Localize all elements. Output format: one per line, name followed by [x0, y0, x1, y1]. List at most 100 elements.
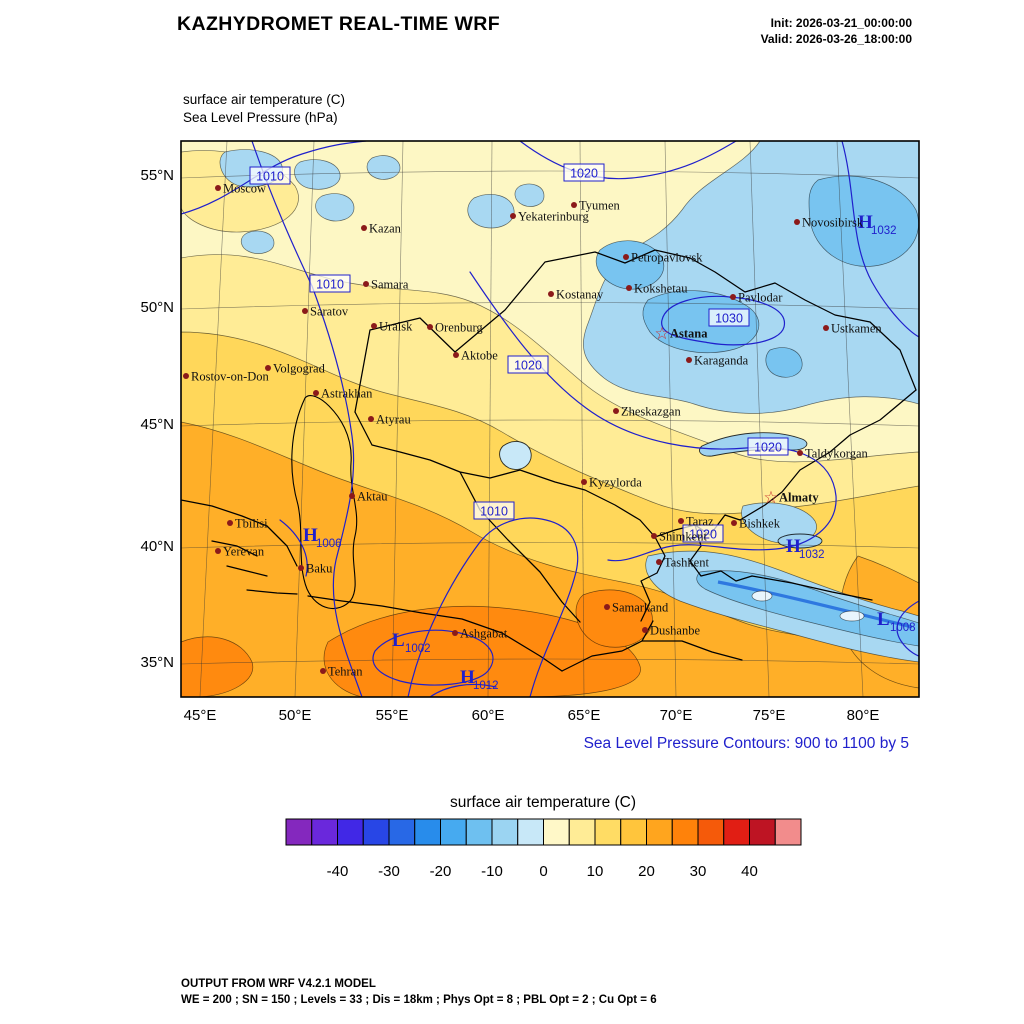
city-dot-marker [215, 185, 221, 191]
isobar [407, 517, 579, 697]
city: Ashgabat [452, 627, 508, 641]
city: Pavlodar [730, 291, 783, 305]
city: Yekaterinburg [510, 210, 589, 224]
city-dot-marker [604, 604, 610, 610]
border-caucasus-3 [226, 565, 268, 577]
city-dot-marker [548, 291, 554, 297]
colorbar-cell [749, 818, 776, 846]
city-label: Almaty [779, 491, 819, 505]
city-label: Astrakhan [321, 387, 373, 401]
city-label: Karaganda [694, 354, 749, 368]
city-dot-marker [302, 308, 308, 314]
pressure-contours [181, 141, 919, 697]
pressure-label-value: 1020 [754, 441, 782, 455]
colorbar-cell [362, 818, 390, 846]
city-label: Ashgabat [460, 627, 508, 641]
city-dot-marker [626, 285, 632, 291]
contour-note: Sea Level Pressure Contours: 900 to 1100… [583, 735, 909, 752]
isobar-1030-loop [661, 295, 785, 346]
city-label: Petropavlovsk [631, 251, 703, 265]
lat-axis-label: 45°N [140, 416, 174, 433]
temp-lake-patch-3 [315, 193, 355, 222]
lon-axis-label: 50°E [279, 707, 312, 724]
city-dot-marker [320, 668, 326, 674]
city-dot-marker [571, 202, 577, 208]
city: Taraz [678, 515, 714, 529]
isobar [251, 141, 363, 697]
valid-time: Valid: 2026-03-26_18:00:00 [760, 32, 912, 46]
city-dot-marker [368, 416, 374, 422]
city: Zheskazgan [613, 405, 681, 419]
city-label: Bishkek [739, 517, 781, 531]
pressure-label-value: 1010 [256, 170, 284, 184]
footer: OUTPUT FROM WRF V4.2.1 MODEL WE = 200 ; … [181, 977, 657, 1008]
city-label: Taldykorgan [805, 447, 869, 461]
pressure-label: 1020 [563, 163, 605, 182]
city-dot-marker [371, 323, 377, 329]
city-dot-marker [686, 357, 692, 363]
lat-axis-label: 35°N [140, 654, 174, 671]
lon-axis-label: 60°E [472, 707, 505, 724]
colorbar-cell [646, 818, 673, 846]
border-kyrgyz [689, 524, 753, 582]
city: Volgograd [265, 362, 326, 376]
colorbar-cell [491, 818, 519, 846]
city-dot-marker [678, 518, 684, 524]
city-dot-marker [453, 352, 459, 358]
colorbar-tick-label: -40 [327, 863, 349, 880]
pressure-label-value: 1010 [316, 278, 344, 292]
city: Astrakhan [313, 387, 373, 401]
pressure-label-box [507, 355, 549, 374]
border-caucasus-4 [266, 525, 298, 567]
border-azerbaijan-iran [246, 589, 298, 595]
city: Dushanbe [642, 624, 700, 638]
city-label: Shimkent [659, 530, 707, 544]
city: ☆ Astana [654, 324, 708, 344]
lon-axis-label: 75°E [753, 707, 786, 724]
lat-axis-label: 50°N [140, 299, 174, 316]
isobar [896, 600, 919, 657]
colorbar-tick-label: -30 [378, 863, 400, 880]
city: Kokshetau [626, 282, 688, 296]
city-dot-marker [215, 548, 221, 554]
city-star-marker: ☆ [763, 488, 778, 508]
city-dot-marker [427, 324, 433, 330]
map-canvas: 1010 1020101010301020102010101020H1032H10… [181, 141, 919, 697]
temp-region-deep-orange-south [323, 605, 641, 697]
city: Rostov-on-Don [183, 370, 270, 384]
lake-issyk-kul [777, 533, 823, 549]
city-dot-marker [823, 325, 829, 331]
city: Ustkamen [823, 322, 882, 336]
pressure-label-value: 1020 [689, 528, 717, 542]
city: Kazan [361, 222, 402, 236]
pressure-label: 1010 [309, 274, 351, 293]
lat-axis-label: 40°N [140, 538, 174, 555]
city-label: Samarkand [612, 601, 669, 615]
city-label: Kostanay [556, 288, 604, 302]
colorbar-tick-label: 0 [539, 863, 547, 880]
city: Taldykorgan [797, 447, 869, 461]
city-dot-marker [452, 630, 458, 636]
city-star-marker: ☆ [654, 324, 669, 344]
city-label: Rostov-on-Don [191, 370, 270, 384]
isobar [181, 141, 367, 215]
city-label: Atyrau [376, 413, 411, 427]
city-dot-marker [651, 533, 657, 539]
pressure-label: 1020 [682, 524, 724, 543]
coastline-caspian [291, 395, 358, 609]
city: Uralsk [371, 320, 413, 334]
lat-axis-label: 55°N [140, 167, 174, 184]
city-label: Aktau [357, 490, 388, 504]
pressure-label-box [682, 524, 724, 543]
pressure-center-label: L 1008 [877, 609, 916, 634]
colorbar: -40 -30 -20 -10 0 10 20 30 40 [285, 818, 802, 880]
city-label: Aktobe [461, 349, 498, 363]
city-label: Pavlodar [738, 291, 783, 305]
city: Tehran [320, 665, 363, 679]
pressure-center-value: 1006 [316, 538, 342, 550]
pressure-center-value: 1012 [473, 680, 499, 692]
pressure-label-box [309, 274, 351, 293]
city: Samara [363, 278, 409, 292]
